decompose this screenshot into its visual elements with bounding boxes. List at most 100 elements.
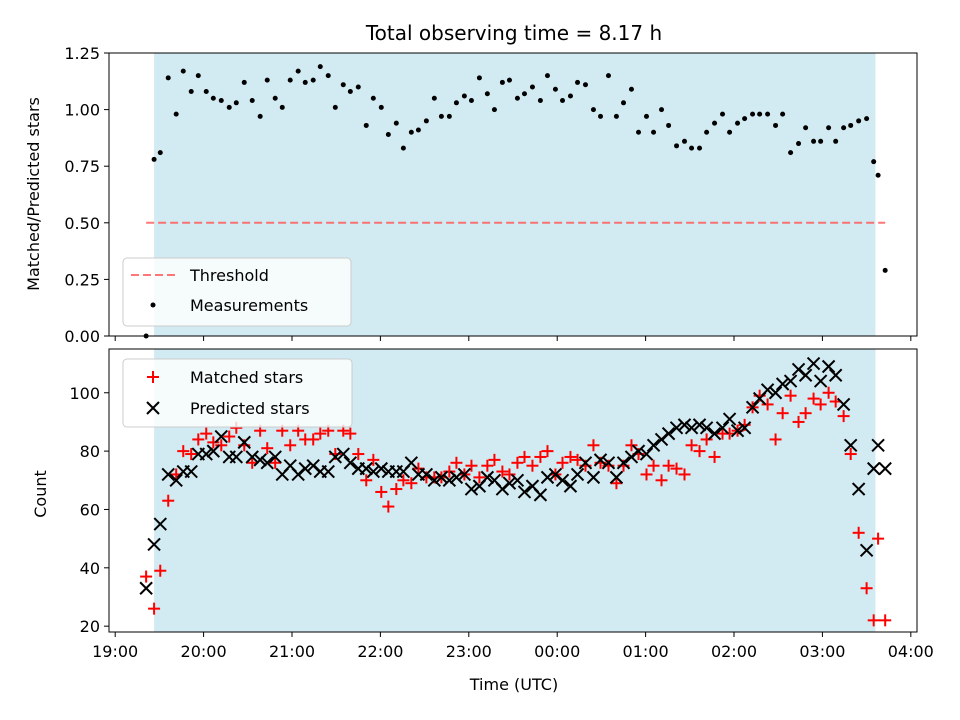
measurement-point [856,118,862,124]
y-tick-label: 80 [80,442,100,461]
measurement-point [689,145,695,151]
predicted-star-point [298,461,312,476]
predicted-star-point [669,421,684,435]
predicted-star-point [836,397,851,412]
measurement-point [468,98,474,104]
y-tick-label: 0.75 [64,157,100,176]
matched-star-point [655,474,668,487]
measurement-point [818,138,824,144]
measurement-point [287,77,293,83]
measurement-point [826,125,832,131]
matched-star-point [223,430,236,443]
measurement-point [552,86,558,92]
predicted-star-point [851,482,866,496]
y-tick-label: 1.25 [64,44,100,63]
predicted-star-point [737,421,752,435]
measurement-point [659,107,665,113]
bottom-y-axis-label: Count [31,470,50,518]
measurement-point [628,86,634,92]
predicted-star-point [616,456,631,470]
measurement-point [446,113,452,119]
x-tick-label: 21:00 [269,642,315,661]
measurement-point [317,64,323,70]
measurement-point [393,120,399,126]
matched-star-point [215,439,228,452]
measurement-point [157,150,163,156]
measurement-point [210,95,216,101]
measurement-point [188,88,194,94]
matched-star-point [473,471,486,484]
measurement-point [590,107,596,113]
predicted-star-point [268,450,282,464]
measurement-point [218,98,224,104]
matched-star-point [314,427,327,440]
matched-star-point [367,453,380,466]
y-tick-label: 100 [69,384,100,403]
matched-star-point [207,436,220,449]
predicted-star-point [783,374,798,388]
measurement-point [302,79,308,85]
matched-star-point [700,433,713,446]
measurement-point [506,77,512,83]
measurement-point [833,138,839,144]
matched-star-point [879,614,892,627]
measurement-point [682,138,688,144]
predicted-star-point [661,426,676,441]
measurement-point [325,73,331,79]
measurement-point [226,104,232,110]
matched-star-point [412,462,425,475]
matched-star-point [443,465,456,478]
predicted-star-point [768,386,783,400]
measurement-point [742,116,748,122]
predicted-star-point [775,377,790,391]
predicted-star-point [229,450,244,464]
matched-star-point [526,459,539,472]
matched-star-point [518,450,531,463]
matched-star-point [397,474,410,487]
predicted-star-point [464,482,479,496]
matched-star-point [860,582,873,595]
matched-star-point [148,602,161,615]
matched-star-point [872,532,885,545]
measurement-point [788,150,794,156]
x-tick-label: 23:00 [446,642,492,661]
matched-star-point [807,392,820,405]
measurement-point [773,122,779,128]
matched-star-point [708,450,721,463]
bottom-panel: 20 40 60 80 100 19:00 20:00 21:00 22:00 23:00 00:0… [31,348,934,694]
matched-star-point [496,465,509,478]
measurement-point [651,129,657,135]
predicted-star-point [646,438,661,452]
matched-star-point [837,410,850,423]
matched-star-point [488,453,501,466]
measurement-point [521,91,527,97]
predicted-star-point [502,476,517,490]
x-tick-label: 02:00 [711,642,757,661]
measurement-point [757,111,763,117]
predicted-star-point [806,356,821,371]
measurement-point [841,125,847,131]
predicted-star-point [206,444,221,458]
measurement-point [871,159,877,165]
predicted-star-point [147,537,161,552]
measurement-point [332,104,338,110]
predicted-star-point [745,400,760,415]
y-tick-label: 1.00 [64,101,100,120]
matched-star-point [390,483,403,496]
top-panel: 0.00 0.25 0.50 0.75 1.00 1.25 Matched/Predict… [24,44,918,346]
predicted-star-point [253,453,267,467]
matched-star-point [776,407,789,420]
predicted-star-point [730,423,745,438]
legend-measurements-swatch [150,302,156,308]
measurement-point [484,91,490,97]
legend-predicted-label: Predicted stars [190,399,310,418]
measurement-point [453,100,459,106]
predicted-star-point [578,456,593,470]
y-tick-label: 0.00 [64,327,100,346]
matched-star-point [352,448,365,461]
predicted-star-point [609,470,624,485]
matched-star-point [511,456,524,469]
measurement-point [385,132,391,138]
matched-star-point [761,398,774,411]
predicted-star-point [715,421,730,435]
